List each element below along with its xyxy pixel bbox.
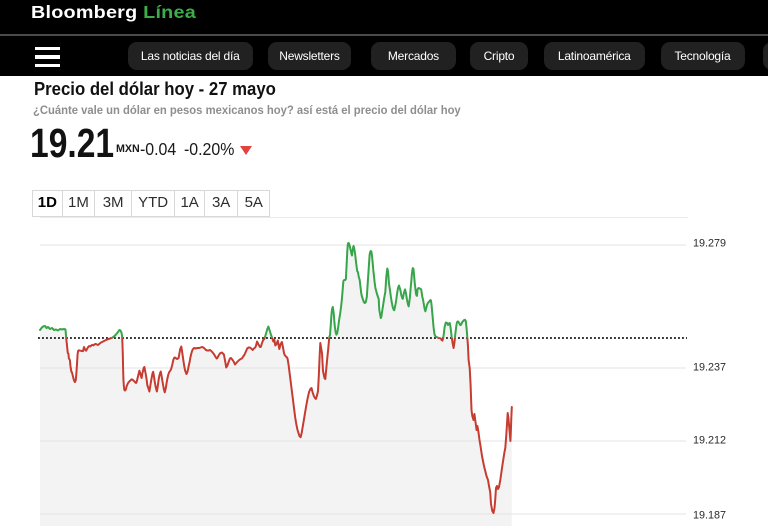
svg-text:19.237: 19.237 [693,362,726,374]
svg-text:19.187: 19.187 [693,510,726,522]
svg-text:19.212: 19.212 [693,435,726,447]
svg-text:19.279: 19.279 [693,238,726,250]
